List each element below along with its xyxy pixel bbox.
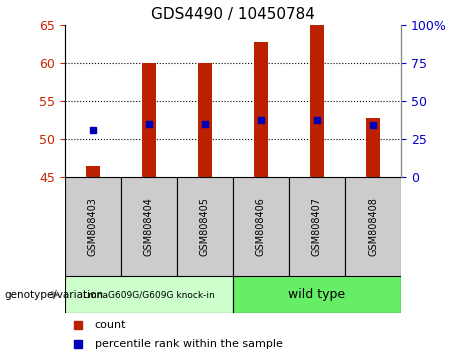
Text: GSM808407: GSM808407 [312,197,322,256]
Bar [310,25,324,177]
Text: count: count [95,320,126,330]
Bar [65,276,233,313]
Bar [198,63,212,177]
Bar [121,177,177,276]
Bar [86,166,100,177]
Bar [142,63,156,177]
Bar [233,177,289,276]
Bar [366,118,380,177]
Text: GSM808403: GSM808403 [88,197,98,256]
Bar [65,177,121,276]
Text: percentile rank within the sample: percentile rank within the sample [95,339,283,349]
Title: GDS4490 / 10450784: GDS4490 / 10450784 [151,7,315,22]
Bar [254,42,268,177]
Text: genotype/variation: genotype/variation [5,290,104,300]
Bar [233,276,401,313]
Text: LmnaG609G/G609G knock-in: LmnaG609G/G609G knock-in [83,290,214,299]
Text: GSM808405: GSM808405 [200,197,210,256]
Text: GSM808406: GSM808406 [256,197,266,256]
Bar [345,177,401,276]
Text: wild type: wild type [289,288,345,301]
Text: GSM808404: GSM808404 [144,197,154,256]
Text: GSM808408: GSM808408 [368,197,378,256]
Bar [289,177,345,276]
Bar [177,177,233,276]
